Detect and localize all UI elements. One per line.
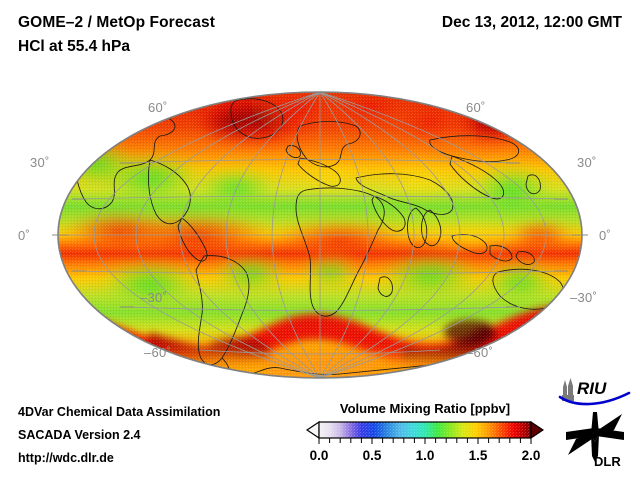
lat-label-0-left: 0˚: [18, 228, 31, 243]
lat-label-30s-right: –30˚: [570, 290, 598, 305]
riu-spires-icon: [562, 378, 574, 401]
data-field: [58, 92, 582, 378]
colorbar-tick-4: 2.0: [521, 448, 541, 463]
colorbar-minor-ticks: [318, 438, 532, 444]
colorbar-dither: [320, 423, 530, 437]
page-title: GOME–2 / MetOp Forecast: [18, 14, 215, 31]
graticule: [58, 92, 582, 378]
lat-label-60s-left: –60˚: [144, 345, 172, 360]
wdc-url-label: http://wdc.dlr.de: [18, 451, 114, 465]
species-level-label: HCl at 55.4 hPa: [18, 38, 130, 55]
dlr-mark-icon: [566, 412, 624, 462]
lat-label-0-right: 0˚: [599, 228, 612, 243]
version-label: SACADA Version 2.4: [18, 428, 141, 442]
colorbar-over-arrow: [530, 420, 545, 440]
lat-ticks: [52, 162, 588, 308]
lat-label-60n-left: 60˚: [148, 100, 168, 115]
colorbar: [305, 420, 545, 446]
dlr-logo: DLR: [560, 410, 630, 469]
dlr-wordmark: DLR: [594, 454, 621, 468]
colorbar-under-arrow: [305, 420, 320, 440]
lat-label-30n-left: 30˚: [30, 155, 50, 170]
riu-wordmark: RIU: [577, 379, 607, 398]
lat-label-30s-left: –30˚: [140, 290, 168, 305]
lat-label-60s-right: –60˚: [466, 345, 494, 360]
colorbar-tick-0: 0.0: [309, 448, 329, 463]
map-panel: 60˚ 30˚ 0˚ –30˚ –60˚ 60˚ 30˚ 0˚ –30˚ –60…: [0, 60, 640, 390]
colorbar-tick-2: 1.0: [415, 448, 435, 463]
lat-label-30n-right: 30˚: [577, 155, 597, 170]
method-label: 4DVar Chemical Data Assimilation: [18, 405, 221, 419]
mollweide-map: [52, 91, 588, 379]
colorbar-tick-1: 0.5: [362, 448, 382, 463]
lat-label-60n-right: 60˚: [466, 100, 486, 115]
riu-wave-icon: [558, 391, 631, 406]
colorbar-tick-3: 1.5: [468, 448, 488, 463]
datetime-label: Dec 13, 2012, 12:00 GMT: [441, 14, 622, 31]
riu-logo: RIU: [557, 377, 635, 407]
colorbar-title: Volume Mixing Ratio [ppbv]: [339, 401, 511, 416]
